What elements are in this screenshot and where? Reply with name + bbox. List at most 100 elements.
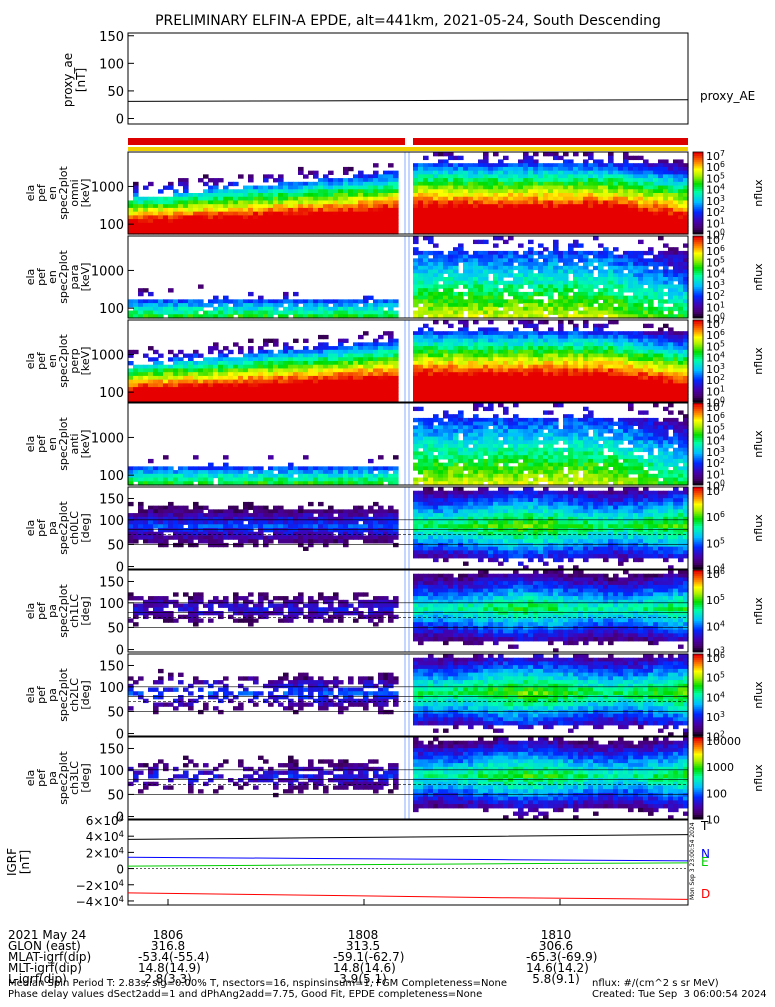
spectrogram-cell [333,193,339,197]
spectrogram-cell [473,350,479,354]
spectrogram-cell [283,292,289,296]
spectrogram-cell [393,204,399,208]
spectrogram-cell [513,251,519,255]
spectrogram-cell [628,288,634,292]
spectrogram-axis-label: elapefenspec2plotpara[keV] [24,250,92,304]
spectrogram-cell [163,387,169,391]
spectrogram-cell [573,197,579,201]
spectrogram-cell [273,208,279,212]
spectrogram-cell [473,182,479,186]
spectrogram-cell [383,303,389,307]
spectrogram-cell [198,307,204,311]
spectrogram-cell [583,258,589,262]
spectrogram-cell [528,296,534,300]
spectrogram-cell [443,284,449,288]
spectrogram-cell [178,299,184,303]
spectrogram-cell [273,391,279,395]
spectrogram-cell [633,255,639,259]
spectrogram-cell [188,395,194,399]
spectrogram-cell [668,273,674,277]
spectrogram-cell [208,189,214,193]
spectrogram-cell [648,380,654,384]
spectrogram-cell [558,200,564,204]
spectrogram-cell [588,189,594,193]
spectrogram-cell [473,288,479,292]
spectrogram-cell [468,361,474,365]
spectrogram-cell [448,376,454,380]
spectrogram-cell [308,307,314,311]
spectrogram-cell [578,255,584,259]
spectrogram-cell [553,247,559,251]
spectrogram-cell [258,376,264,380]
spectrogram-cell [553,171,559,175]
spectrogram-cell [618,380,624,384]
spectrogram-cell [573,324,579,328]
spectrogram-cell [453,251,459,255]
spectrogram-cell [163,368,169,372]
spectrogram-cell [648,281,654,285]
spectrogram-cell [553,342,559,346]
spectrogram-cell [263,193,269,197]
spectrogram-cell [628,189,634,193]
spectrogram-cell [498,311,504,315]
spectrogram-cell [503,383,509,387]
spectrogram-cell [568,307,574,311]
spectrogram-cell [663,159,669,163]
spectrogram-cell [183,303,189,307]
spectrogram-cell [573,331,579,335]
spectrogram-cell [263,212,269,216]
spectrogram-cell [628,299,634,303]
spectrogram-cell [198,368,204,372]
spectrogram-cell [643,215,649,219]
spectrogram-cell [503,178,509,182]
spectrogram-cell [378,186,384,190]
spectrogram-cell [388,383,394,387]
spectrogram-cell [333,395,339,399]
spectrogram-cell [428,365,434,369]
spectrogram-cell [328,212,334,216]
spectrogram-cell [513,307,519,311]
proxy-ae-tick-label: 100 [99,57,124,72]
spectrogram-cell [243,380,249,384]
spectrogram-cell [363,311,369,315]
spectrogram-cell [328,387,334,391]
spectrogram-cell [618,368,624,372]
spectrogram-cell [328,178,334,182]
spectrogram-cell [538,189,544,193]
spectrogram-cell [448,186,454,190]
spectrogram-cell [643,270,649,274]
spectrogram-cell [178,204,184,208]
spectrogram-cell [583,346,589,350]
spectrogram-cell [393,200,399,204]
spectrogram-cell [273,303,279,307]
spectrogram-cell [618,342,624,346]
spectrogram-cell [498,255,504,259]
spectrogram-cell [343,391,349,395]
spectrogram-cell [598,391,604,395]
spectrogram-cell [583,204,589,208]
spectrogram-cell [578,212,584,216]
spectrogram-cell [448,266,454,270]
spectrogram-cell [388,376,394,380]
spectrogram-cell [568,189,574,193]
spectrogram-cell [498,273,504,277]
spectrogram-cell [308,372,314,376]
spectrogram-panel-2: 1000100elapefenspec2plotperp[keV]1071061… [24,317,765,410]
spectrogram-cell [368,296,374,300]
spectrogram-cell [608,303,614,307]
spectrogram-cell [433,303,439,307]
spectrogram-cell [548,391,554,395]
spectrogram-cell [613,270,619,274]
spectrogram-cell [668,163,674,167]
spectrogram-cell [273,365,279,369]
spectrogram-cell [173,354,179,358]
spectrogram-cell [268,339,274,343]
spectrogram-cell [638,219,644,223]
spectrogram-cell [268,200,274,204]
spectrogram-cell [263,387,269,391]
spectrogram-cell [588,193,594,197]
spectrogram-cell [238,174,244,178]
spectrogram-cell [263,395,269,399]
spectrogram-cell [623,208,629,212]
spectrogram-cell [283,357,289,361]
